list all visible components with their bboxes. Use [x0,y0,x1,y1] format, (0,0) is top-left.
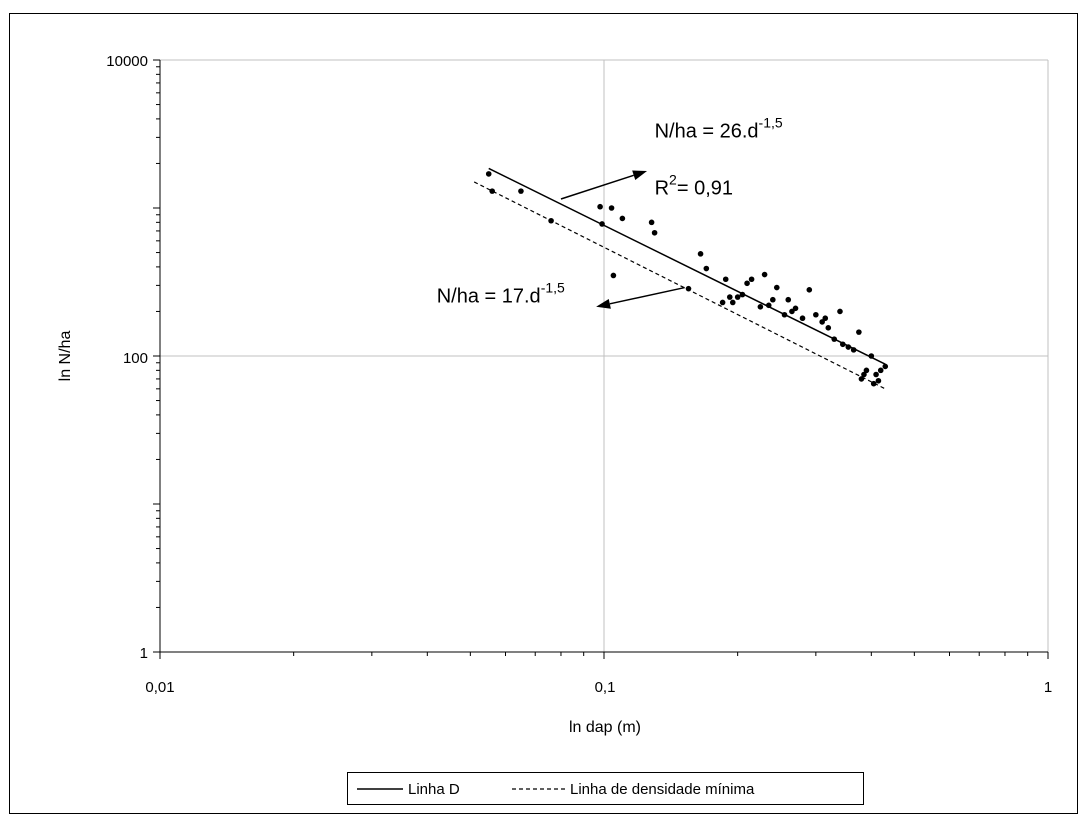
data-point [744,280,750,287]
data-point [870,380,877,387]
data-point [806,287,813,293]
data-point [518,188,524,194]
data-point [739,291,746,298]
data-point [489,188,495,194]
data-point [485,171,492,177]
data-point [792,305,799,312]
data-point [697,251,704,257]
data-point [722,276,729,283]
data-point [734,294,741,300]
data-point [799,315,806,322]
data-point [761,271,768,278]
data-point [877,367,884,374]
data-point [861,371,867,378]
data-point [822,315,829,322]
data-point [863,367,870,374]
axes [153,59,1049,659]
data-point [765,302,772,309]
x-axis-title: ln dap (m) [569,719,641,736]
data-point [770,296,776,303]
data-point [719,299,726,306]
annotation-arrow [609,286,685,305]
data-point [856,329,862,335]
data-point [831,336,838,342]
y-tick-label: 100 [123,350,148,367]
data-point [825,325,832,331]
x-tick-label: 0,1 [595,679,616,696]
annotation-arrows [560,170,685,309]
plot-area: N/ha = 26.d-1,5 R2= 0,91 N/ha = 17.d-1,5 [153,59,1049,659]
data-point [789,308,795,315]
data-point [726,294,733,300]
data-point [837,308,843,315]
data-point [813,311,819,318]
data-point [781,311,788,318]
grid-lines [160,59,1049,652]
data-point [785,296,792,303]
data-point [685,285,692,292]
data-point [729,299,736,306]
data-point [875,377,882,384]
data-point [819,319,825,325]
data-point [608,205,615,211]
chart-border [9,13,1078,814]
data-point [610,272,617,279]
equation-label: R2= 0,91 [655,172,733,200]
data-points [485,171,889,387]
data-point [703,265,710,272]
data-point [839,341,846,348]
data-point [648,219,655,226]
legend-label: Linha de densidade mínima [570,781,755,798]
y-tick-label: 1 [140,645,148,662]
annotation-arrowhead [632,170,648,181]
y-axis-title: ln N/ha [57,331,74,382]
equation-label: N/ha = 26.d-1,5 [655,114,783,142]
data-point [873,371,879,378]
data-point [757,303,764,310]
data-point [748,276,755,283]
equation-label: N/ha = 17.d-1,5 [437,279,565,307]
legend-label: Linha D [408,781,460,798]
y-tick-labels: 1 100 10000 [106,53,148,662]
x-tick-label: 0,01 [145,679,174,696]
x-tick-labels: 0,01 0,1 1 [145,679,1052,696]
legend-box [347,772,864,805]
data-point [845,344,852,350]
data-point [548,217,554,224]
data-point [868,353,875,359]
data-point [597,203,603,210]
y-tick-label: 10000 [106,53,148,70]
annotations: N/ha = 26.d-1,5 R2= 0,91 N/ha = 17.d-1,5 [437,114,783,307]
annotation-arrowhead [596,298,611,309]
data-point [850,347,857,353]
data-point [882,363,889,370]
x-tick-label: 1 [1044,679,1052,696]
data-point [599,221,605,227]
data-point [619,215,626,222]
annotation-arrow [560,174,634,200]
data-point [773,284,780,291]
data-point [858,376,865,382]
legend: Linha D Linha de densidade mínima [347,772,864,805]
data-point [651,229,658,236]
series-line-linha-d [488,167,886,365]
series-lines [473,167,886,390]
